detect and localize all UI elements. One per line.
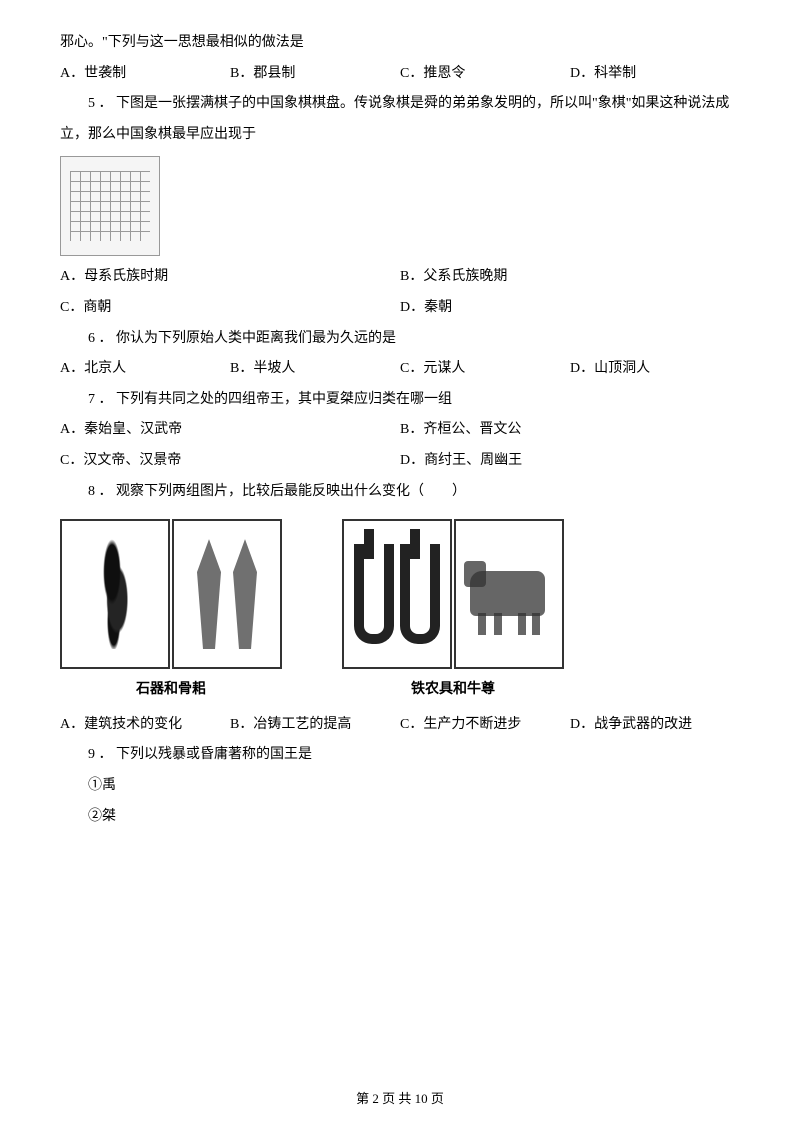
q8-image-group-2: [342, 519, 564, 669]
blade-shape-1: [194, 539, 224, 649]
q7-opt-b: B．齐桓公、晋文公: [400, 417, 740, 444]
q8-ox-image: [454, 519, 564, 669]
q4-opt-d: D．科举制: [570, 61, 740, 88]
q5-number: 5 ．: [88, 96, 113, 111]
q6-options: A．北京人 B．半坡人 C．元谋人 D．山顶洞人: [60, 356, 740, 383]
page-footer: 第 2 页 共 10 页: [0, 1087, 800, 1112]
q5-stem: 5 ． 下图是一张摆满棋子的中国象棋棋盘。传说象棋是舜的弟弟象发明的，所以叫"象…: [60, 91, 740, 118]
q5-text: 下图是一张摆满棋子的中国象棋棋盘。传说象棋是舜的弟弟象发明的，所以叫"象棋"如果…: [116, 96, 729, 111]
q9-text: 下列以残暴或昏庸著称的国王是: [116, 747, 312, 762]
ox-leg-1: [478, 613, 486, 635]
q5-opt-b: B．父系氏族晚期: [400, 264, 740, 291]
q5-tail: 立，那么中国象棋最早应出现于: [60, 122, 740, 149]
q8-text: 观察下列两组图片，比较后最能反映出什么变化（ ）: [116, 484, 466, 499]
q8-opt-a: A．建筑技术的变化: [60, 712, 230, 739]
ushape-2: [400, 544, 440, 644]
q8-bone-image: [172, 519, 282, 669]
ox-body: [470, 571, 545, 616]
q8-iron-image: [342, 519, 452, 669]
ox-leg-4: [532, 613, 540, 635]
q8-opt-b: B．冶铸工艺的提高: [230, 712, 400, 739]
q5-opt-c: C．商朝: [60, 295, 400, 322]
q5-image-chessboard: [60, 156, 160, 256]
q4-options: A．世袭制 B．郡县制 C．推恩令 D．科举制: [60, 61, 740, 88]
q5-opt-d: D．秦朝: [400, 295, 740, 322]
q8-caption-1: 石器和骨耜: [60, 675, 282, 702]
stone-shape: [98, 539, 133, 649]
q9-stem: 9 ． 下列以残暴或昏庸著称的国王是: [60, 742, 740, 769]
q4-tail-text: 邪心。"下列与这一思想最相似的做法是: [60, 30, 740, 57]
q8-images: [60, 519, 740, 669]
q7-stem: 7 ． 下列有共同之处的四组帝王，其中夏桀应归类在哪一组: [60, 387, 740, 414]
q7-options-row1: A．秦始皇、汉武帝 B．齐桓公、晋文公: [60, 417, 740, 444]
ox-leg-3: [518, 613, 526, 635]
q4-opt-c: C．推恩令: [400, 61, 570, 88]
q8-captions: 石器和骨耜 铁农具和牛尊: [60, 675, 740, 702]
q8-options: A．建筑技术的变化 B．冶铸工艺的提高 C．生产力不断进步 D．战争武器的改进: [60, 712, 740, 739]
q8-stone-image: [60, 519, 170, 669]
q6-stem: 6 ． 你认为下列原始人类中距离我们最为久远的是: [60, 326, 740, 353]
q5-opt-a: A．母系氏族时期: [60, 264, 400, 291]
q4-opt-a: A．世袭制: [60, 61, 230, 88]
q7-opt-c: C．汉文帝、汉景帝: [60, 448, 400, 475]
q9-item-2: ②桀: [60, 804, 740, 831]
ushape-1: [354, 544, 394, 644]
q7-opt-a: A．秦始皇、汉武帝: [60, 417, 400, 444]
q6-opt-d: D．山顶洞人: [570, 356, 740, 383]
q6-text: 你认为下列原始人类中距离我们最为久远的是: [116, 331, 396, 346]
q6-opt-c: C．元谋人: [400, 356, 570, 383]
q8-caption-2: 铁农具和牛尊: [342, 675, 564, 702]
blade-shape-2: [230, 539, 260, 649]
q8-stem: 8 ． 观察下列两组图片，比较后最能反映出什么变化（ ）: [60, 479, 740, 506]
q8-opt-c: C．生产力不断进步: [400, 712, 570, 739]
q5-options-row1: A．母系氏族时期 B．父系氏族晚期: [60, 264, 740, 291]
q9-item-1: ①禹: [60, 773, 740, 800]
ox-leg-2: [494, 613, 502, 635]
q5-options-row2: C．商朝 D．秦朝: [60, 295, 740, 322]
q8-image-group-1: [60, 519, 282, 669]
chessboard-grid: [70, 171, 150, 241]
q7-opt-d: D．商纣王、周幽王: [400, 448, 740, 475]
ox-shape: [464, 549, 554, 639]
q6-opt-a: A．北京人: [60, 356, 230, 383]
q9-number: 9 ．: [88, 747, 113, 762]
q7-options-row2: C．汉文帝、汉景帝 D．商纣王、周幽王: [60, 448, 740, 475]
q8-opt-d: D．战争武器的改进: [570, 712, 740, 739]
q8-number: 8 ．: [88, 484, 113, 499]
q7-number: 7 ．: [88, 392, 113, 407]
q4-opt-b: B．郡县制: [230, 61, 400, 88]
q6-opt-b: B．半坡人: [230, 356, 400, 383]
q6-number: 6 ．: [88, 331, 113, 346]
q7-text: 下列有共同之处的四组帝王，其中夏桀应归类在哪一组: [116, 392, 452, 407]
